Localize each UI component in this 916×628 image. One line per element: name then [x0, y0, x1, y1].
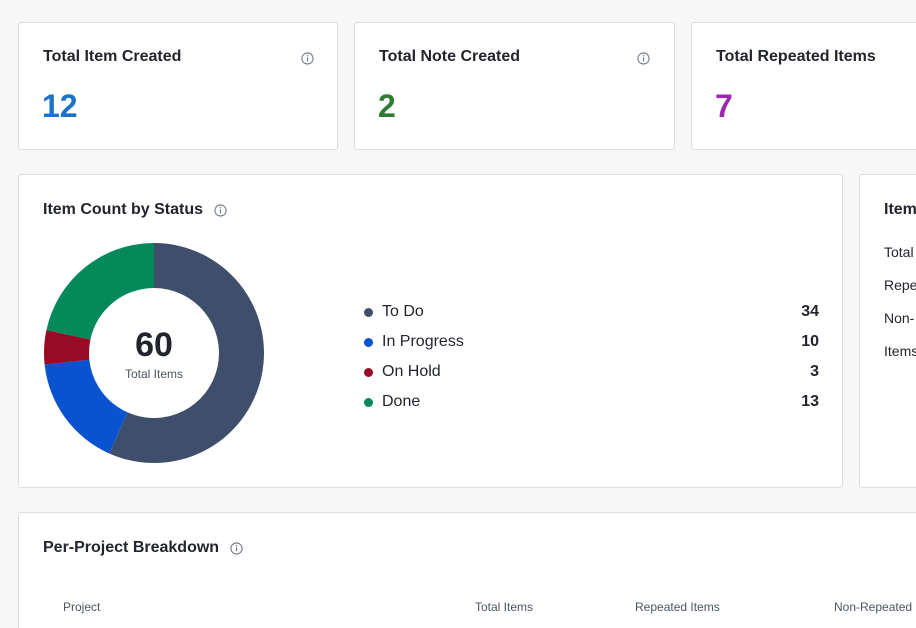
stat-card-total-notes: Total Note Created 2	[354, 22, 675, 150]
side-row-label: Non-	[884, 310, 915, 326]
info-icon[interactable]	[301, 52, 314, 65]
project-breakdown-card: Per-Project Breakdown Project Total Item…	[18, 512, 916, 628]
info-icon[interactable]	[230, 542, 243, 555]
side-row-label: Repe	[884, 277, 916, 293]
legend-label: In Progress	[382, 333, 464, 350]
side-row-label: Items	[884, 343, 916, 359]
stat-card-repeated-items: Total Repeated Items 7	[691, 22, 916, 150]
column-header-total-items[interactable]: Total Items	[475, 600, 534, 614]
stat-card-title: Total Repeated Items	[716, 48, 876, 65]
status-card: Item Count by Status 60 Total Items To D…	[18, 174, 843, 488]
status-legend: To Do 34 In Progress 10 On Hold 3 Done 13	[363, 297, 819, 417]
legend-label: To Do	[382, 303, 424, 320]
column-header-repeated-items[interactable]: Repeated Items	[635, 600, 720, 614]
legend-dot	[364, 337, 373, 347]
legend-label: Done	[382, 393, 421, 410]
column-header-project[interactable]: Project	[63, 600, 101, 614]
legend-dot	[364, 397, 373, 407]
legend-item-to-do[interactable]: To Do 34	[363, 297, 819, 327]
status-card-title: Item Count by Status	[43, 201, 204, 218]
legend-value: 10	[801, 333, 819, 350]
donut-slice-on-hold[interactable]	[44, 330, 91, 365]
stat-card-title: Total Note Created	[379, 48, 521, 65]
stat-card-total-items: Total Item Created 12	[18, 22, 338, 150]
legend-item-on-hold[interactable]: On Hold 3	[363, 357, 819, 387]
stat-card-title: Total Item Created	[43, 48, 182, 65]
info-icon[interactable]	[214, 204, 227, 217]
legend-value: 13	[801, 393, 819, 410]
stat-card-value: 7	[715, 88, 733, 124]
legend-dot	[364, 367, 373, 377]
legend-item-done[interactable]: Done 13	[363, 387, 819, 417]
column-header-non-repeated[interactable]: Non-Repeated	[834, 600, 913, 614]
legend-dot	[364, 307, 373, 317]
status-donut-chart: 60 Total Items	[43, 242, 265, 464]
donut-svg	[44, 243, 264, 463]
side-card: Item Total Repe Non- Items	[859, 174, 916, 488]
stat-card-value: 12	[42, 88, 78, 124]
legend-label: On Hold	[382, 363, 441, 380]
donut-slice-to-do[interactable]	[109, 243, 264, 463]
legend-item-in-progress[interactable]: In Progress 10	[363, 327, 819, 357]
donut-slice-done[interactable]	[46, 243, 154, 340]
side-card-title: Item	[884, 201, 916, 218]
stat-card-value: 2	[378, 88, 396, 124]
legend-value: 34	[801, 303, 819, 320]
side-row-label: Total	[884, 244, 914, 260]
info-icon[interactable]	[637, 52, 650, 65]
legend-value: 3	[810, 363, 819, 380]
donut-slice-in-progress[interactable]	[44, 359, 128, 454]
project-card-title: Per-Project Breakdown	[43, 539, 220, 556]
